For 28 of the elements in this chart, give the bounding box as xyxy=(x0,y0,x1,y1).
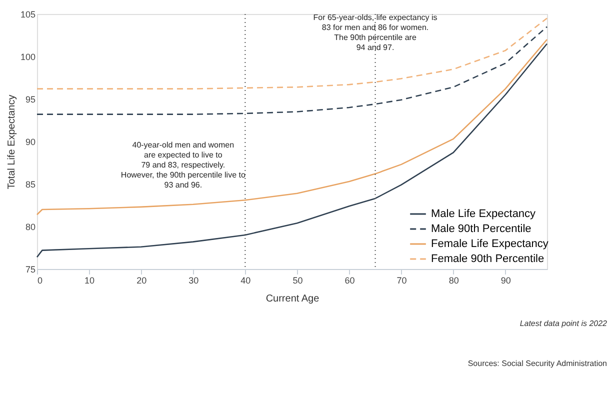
y-axis-title: Total Life Expectancy xyxy=(6,94,18,190)
x-tick-label: 30 xyxy=(188,276,199,286)
y-tick-label: 95 xyxy=(25,94,36,104)
y-tick-label: 100 xyxy=(20,52,36,62)
x-tick-label: 90 xyxy=(500,276,511,286)
x-tick-label: 40 xyxy=(240,276,251,286)
y-tick-label: 75 xyxy=(25,264,36,274)
y-tick-label: 80 xyxy=(25,222,36,232)
x-tick-label: 60 xyxy=(344,276,355,286)
legend-label: Male Life Expectancy xyxy=(431,208,536,220)
x-tick-label: 70 xyxy=(396,276,407,286)
annotation: For 65-year-olds, life expectancy is 83 for men and 86 for women. The 90th percentile are 94 and 97. xyxy=(313,13,438,52)
x-tick-label: 50 xyxy=(292,276,303,286)
y-tick-label: 90 xyxy=(25,137,36,147)
legend-label: Female Life Expectancy xyxy=(431,238,549,250)
annotation: 40-year-old men and women are expected to live to 79 and 83, respectively. However, the 90th percentile live to 93 and 96. xyxy=(120,140,246,190)
x-tick-label: 0 xyxy=(38,276,43,286)
x-tick-label: 10 xyxy=(84,276,95,286)
y-tick-label: 85 xyxy=(25,180,36,190)
source-note: Sources: Social Security Administration xyxy=(468,359,607,368)
legend-label: Female 90th Percentile xyxy=(431,253,544,265)
x-axis-title: Current Age xyxy=(266,294,320,304)
line-series xyxy=(36,26,548,115)
x-tick-label: 20 xyxy=(136,276,147,286)
y-tick-label: 105 xyxy=(20,10,36,20)
legend-label: Male 90th Percentile xyxy=(431,223,532,235)
text: Latest data point is 2022 xyxy=(520,319,608,328)
x-tick-label: 80 xyxy=(448,276,459,286)
